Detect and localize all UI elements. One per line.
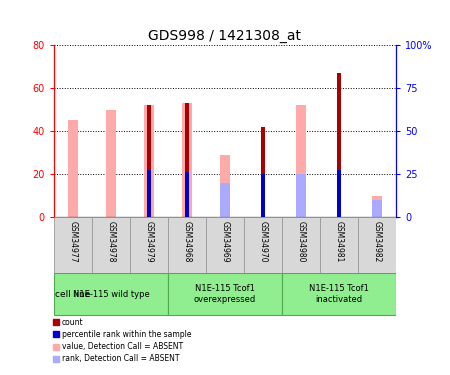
Bar <box>182 103 192 217</box>
Bar <box>184 103 189 217</box>
Bar <box>282 273 396 315</box>
Bar <box>244 217 282 273</box>
Bar <box>296 105 306 217</box>
Bar <box>54 273 168 315</box>
Text: GSM34978: GSM34978 <box>107 222 116 263</box>
Text: rank, Detection Call = ABSENT: rank, Detection Call = ABSENT <box>62 354 179 363</box>
Text: GSM34969: GSM34969 <box>220 222 230 263</box>
Text: percentile rank within the sample: percentile rank within the sample <box>62 330 191 339</box>
Text: GSM34979: GSM34979 <box>144 222 153 263</box>
Text: N1E-115 wild type: N1E-115 wild type <box>72 290 149 298</box>
Bar <box>68 120 78 217</box>
Bar <box>372 195 382 217</box>
Bar <box>282 217 320 273</box>
Text: GSM34977: GSM34977 <box>68 222 77 263</box>
Text: value, Detection Call = ABSENT: value, Detection Call = ABSENT <box>62 342 183 351</box>
Text: N1E-115 Tcof1
overexpressed: N1E-115 Tcof1 overexpressed <box>194 285 256 304</box>
Bar <box>54 217 92 273</box>
Text: GSM34970: GSM34970 <box>258 222 267 263</box>
Text: GSM34968: GSM34968 <box>183 222 192 263</box>
Bar <box>296 174 306 217</box>
Bar <box>130 217 168 273</box>
Bar <box>261 174 265 217</box>
Text: GSM34981: GSM34981 <box>334 222 343 263</box>
Bar <box>168 217 206 273</box>
Text: N1E-115 Tcof1
inactivated: N1E-115 Tcof1 inactivated <box>309 285 369 304</box>
Bar <box>337 73 341 217</box>
Bar <box>144 105 154 217</box>
Text: GSM34980: GSM34980 <box>297 222 306 263</box>
Text: count: count <box>62 318 83 327</box>
Bar <box>168 273 282 315</box>
Title: GDS998 / 1421308_at: GDS998 / 1421308_at <box>148 28 302 43</box>
Bar <box>220 183 230 217</box>
Bar <box>372 200 382 217</box>
Bar <box>184 172 189 217</box>
Bar <box>147 170 151 217</box>
Bar <box>206 217 244 273</box>
Bar <box>147 105 151 217</box>
Bar <box>261 127 265 217</box>
Text: GSM34982: GSM34982 <box>373 222 382 263</box>
Bar <box>337 170 341 217</box>
Bar <box>92 217 130 273</box>
Bar <box>220 154 230 217</box>
Bar <box>106 110 116 217</box>
Bar <box>358 217 396 273</box>
Bar <box>320 217 358 273</box>
Text: cell line: cell line <box>55 290 90 298</box>
